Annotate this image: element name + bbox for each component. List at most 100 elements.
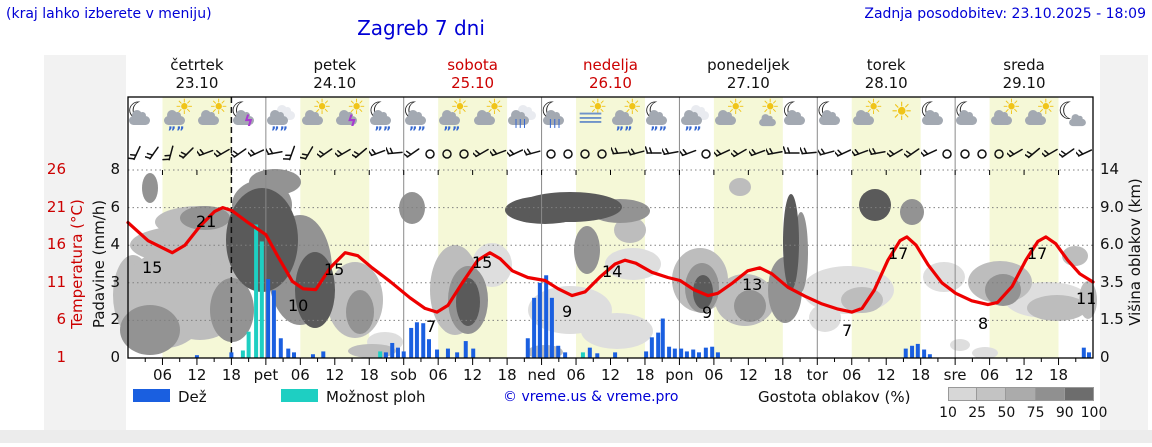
weather-icon: ☀: [472, 97, 508, 133]
cloud-scale-tick: 10: [939, 405, 957, 421]
drizzle-icon-part: „„: [615, 118, 633, 133]
x-axis-label: pon: [665, 366, 694, 384]
weather-icon: ☀: [748, 97, 784, 133]
lightning-icon-part: ϟ: [347, 112, 357, 130]
wind-barb-icon: [1022, 144, 1043, 162]
drizzle-icon-part: „„: [374, 118, 392, 133]
wind-barb-icon: [282, 144, 301, 162]
weather-icon: „„: [679, 101, 715, 133]
temperature-axis-title: Temperatura (°C): [68, 199, 86, 329]
drizzle-icon-part: „„: [684, 118, 702, 133]
x-axis-label: 18: [773, 366, 793, 384]
x-axis-label: 12: [463, 366, 483, 384]
paxis-tick: 2: [110, 310, 120, 329]
x-axis-label: tor: [806, 366, 828, 384]
cloud-icon-part: [818, 110, 840, 125]
day-date: 23.10: [175, 74, 219, 92]
taxis-tick: 16: [46, 235, 66, 254]
weather-icon: ☀ „„: [610, 97, 646, 133]
lightning-icon-part: ϟ: [243, 112, 254, 130]
wind-barb-icon: [488, 144, 508, 162]
haxis-tick: 14: [1100, 160, 1120, 178]
smallcloud-icon-part: [758, 114, 776, 127]
cloud-icon-part: [439, 110, 461, 125]
cloud-icon-part: [611, 110, 633, 125]
weather-icon: ☾: [782, 99, 818, 133]
calm-circle-icon: [576, 144, 594, 162]
calm-circle-icon: [990, 144, 1008, 162]
wind-barb-icon: [661, 144, 680, 162]
x-axis-label: 18: [635, 366, 655, 384]
x-axis-label: 12: [600, 366, 621, 384]
wind-barb-icon: [1005, 144, 1025, 162]
x-axis-label: 12: [187, 366, 207, 384]
day-name: ponedeljek: [707, 56, 790, 74]
temp-value-label: 14: [602, 262, 623, 281]
page-title: Zagreb 7 dni: [357, 16, 485, 40]
x-axis-label: 12: [325, 366, 345, 384]
cloud-scale-segment: [977, 387, 1007, 401]
wind-barb-icon: [799, 144, 818, 162]
cloud-icon-part: [336, 110, 358, 125]
weather-icon: ☀: [1023, 97, 1059, 133]
haxis-tick: 9.0: [1100, 197, 1124, 216]
wind-barb-icon: [1074, 144, 1094, 162]
cloud-icon-part: [921, 110, 943, 125]
weather-icon: ☾: [1058, 99, 1094, 133]
x-axis-label: 06: [428, 366, 448, 384]
cloud-icon-part: [370, 110, 392, 125]
menu-hint: (kraj lahko izberete v meniju): [6, 6, 212, 22]
sun-icon-part: ☀: [760, 95, 780, 119]
paxis-tick: 3: [110, 272, 120, 291]
day-header: petek 24.10: [266, 56, 404, 92]
paxis-tick: 0: [110, 348, 120, 366]
drizzle-icon-part: „„: [271, 118, 289, 133]
day-header: sreda 29.10: [955, 56, 1093, 92]
cloud-icon-part: [267, 110, 289, 125]
wind-barb-icon: [1056, 144, 1077, 162]
weather-icon: ☾: [817, 99, 853, 133]
day-header: ponedeljek 27.10: [679, 56, 817, 92]
wind-barb-icon: [832, 144, 853, 162]
precip-axis-title: Padavine (mm/h): [90, 199, 108, 329]
wind-barb-icon: [677, 144, 698, 162]
calm-circle-icon: [938, 144, 956, 162]
day-name: nedelja: [582, 56, 638, 74]
paxis-tick: 4: [110, 235, 120, 254]
wind-barb-icon: [884, 144, 905, 162]
wind-barb-icon: [332, 144, 353, 162]
cloud-scale-tick: 25: [968, 405, 987, 421]
cloud-icon-part: [852, 110, 874, 125]
wind-barb-icon: [211, 144, 232, 162]
wind-barb-icon: [264, 144, 284, 162]
sun-icon-part: ☀: [588, 95, 608, 119]
wind-barb-icon: [401, 144, 422, 162]
weather-icon: ☾: [920, 99, 956, 133]
cloud-icon-part: [680, 110, 702, 125]
taxis-tick: 6: [56, 310, 66, 329]
temp-value-label: 11: [1076, 289, 1097, 308]
cloud-icon-part: [715, 110, 737, 125]
cloud-scale-tick: 75: [1026, 405, 1045, 421]
weather-icon: ☾: [954, 99, 990, 133]
day-date: 25.10: [451, 74, 495, 92]
cloud-icon-part: [990, 110, 1012, 125]
weather-icon: ☀: [885, 99, 921, 133]
wind-barb-icon: [126, 144, 146, 162]
x-axis-label: 12: [1014, 366, 1034, 384]
haxis-tick: 0: [1100, 348, 1110, 366]
weather-icon: ☀ „„: [437, 97, 473, 133]
temp-value-label: 10: [288, 296, 309, 315]
x-axis-label: sre: [943, 366, 967, 384]
x-axis-label: sob: [390, 366, 417, 384]
cloud-icon-part: [232, 110, 254, 125]
credit-link[interactable]: © vreme.us & vreme.pro: [503, 389, 679, 405]
rain-icon-part: |||: [514, 119, 528, 129]
temp-value-label: 17: [1027, 244, 1048, 263]
wind-barb-icon: [609, 144, 629, 162]
day-date: 27.10: [726, 74, 770, 92]
wind-barb-icon: [505, 144, 525, 162]
day-name: sobota: [447, 56, 498, 74]
x-axis-label: 18: [911, 366, 931, 384]
cloud-icon-part: [198, 110, 220, 125]
